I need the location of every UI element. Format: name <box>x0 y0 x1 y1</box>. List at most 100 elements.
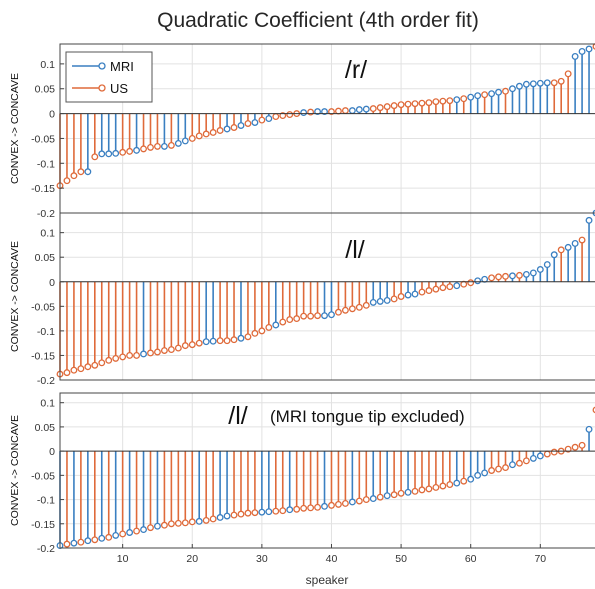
stem-marker-40 <box>328 501 335 509</box>
stem-marker-77 <box>585 45 593 53</box>
stem-marker-65 <box>502 464 509 472</box>
stem-marker-62 <box>481 91 489 99</box>
stem-marker-51 <box>404 100 412 108</box>
stem-marker-65 <box>502 87 509 95</box>
stem-marker-26 <box>230 336 238 344</box>
stem-marker-27 <box>237 334 245 342</box>
stem-marker-71 <box>543 261 551 269</box>
stem-marker-2 <box>63 177 71 185</box>
panels-group: 0.1 0.05 0 -0.05 -0.1 -0.15 -0.2 CONVEX -> CONC… <box>9 43 595 565</box>
stem-marker-7 <box>98 534 106 542</box>
stem-marker-43 <box>348 305 356 313</box>
x-axis-label: speaker <box>306 573 349 587</box>
y-tick-label: 0 <box>49 109 55 121</box>
stem-marker-20 <box>188 134 196 142</box>
x-tick-label: 30 <box>256 553 268 565</box>
plot-frame <box>59 392 595 549</box>
stem-marker-52 <box>411 290 419 298</box>
y-tick-label: -0.05 <box>31 301 55 313</box>
stem-marker-41 <box>334 500 342 508</box>
stem-marker-11 <box>126 529 134 536</box>
panel-note: (MRI tongue tip excluded) <box>270 407 465 426</box>
stem-marker-8 <box>105 356 113 364</box>
stem-marker-73 <box>557 246 565 254</box>
stem-marker-67 <box>515 459 523 467</box>
stem-marker-12 <box>133 351 141 359</box>
stem-marker-27 <box>237 122 245 129</box>
y-tick-label: 0 <box>49 277 55 289</box>
stem-marker-52 <box>411 487 419 495</box>
stem-marker-43 <box>348 107 356 115</box>
stem-marker-47 <box>376 297 384 305</box>
stem-marker-73 <box>557 77 565 85</box>
stem-marker-72 <box>550 251 558 259</box>
stem-marker-61 <box>474 277 482 285</box>
legend: MRI US <box>65 51 153 103</box>
plot-frame <box>59 212 595 381</box>
stem-marker-74 <box>564 70 572 78</box>
stem-marker-68 <box>522 80 530 88</box>
legend-marker <box>98 62 106 70</box>
stem-marker-44 <box>355 497 363 505</box>
stem-marker-58 <box>453 282 461 290</box>
stem-marker-13 <box>140 526 147 534</box>
stem-marker-4 <box>77 538 85 546</box>
y-tick-label: 0.1 <box>40 228 55 240</box>
stem-marker-60 <box>467 93 475 101</box>
y-tick-label: -0.15 <box>31 350 55 362</box>
stem-marker-3 <box>70 539 78 547</box>
stem-marker-35 <box>293 505 301 513</box>
stem-marker-54 <box>425 99 433 107</box>
y-axis-label: CONVEX -> CONCAVE <box>9 73 21 184</box>
stem-marker-33 <box>279 112 287 120</box>
stem-marker-45 <box>362 301 370 309</box>
stem-marker-55 <box>432 285 440 293</box>
stem-marker-77 <box>585 425 593 433</box>
stem-marker-75 <box>571 443 579 451</box>
stem-marker-29 <box>251 119 259 126</box>
stem-marker-15 <box>154 142 161 150</box>
stem-marker-47 <box>376 493 384 501</box>
stem-marker-44 <box>355 303 363 311</box>
stem-marker-33 <box>279 507 287 515</box>
stem-marker-59 <box>460 477 468 485</box>
stem-marker-11 <box>126 351 134 359</box>
stem-marker-9 <box>112 354 120 362</box>
stem-marker-22 <box>202 516 210 524</box>
stem-marker-74 <box>564 445 572 453</box>
stem-marker-21 <box>195 517 203 525</box>
stem-marker-29 <box>251 329 259 337</box>
stem-marker-67 <box>515 271 523 279</box>
stem-marker-37 <box>307 312 315 320</box>
stem-marker-6 <box>91 361 99 369</box>
stem-marker-50 <box>397 101 405 109</box>
stem-marker-70 <box>536 79 544 87</box>
stem-marker-76 <box>578 441 586 449</box>
x-tick-label: 10 <box>117 553 129 565</box>
stem-marker-55 <box>432 98 440 106</box>
stem-marker-64 <box>495 465 502 473</box>
stem-marker-6 <box>91 153 99 161</box>
stem-marker-22 <box>202 338 210 346</box>
y-tick-label: 0.05 <box>35 84 56 96</box>
stem-marker-63 <box>488 467 496 474</box>
stem-marker-77 <box>585 216 593 224</box>
stem-marker-14 <box>147 143 154 151</box>
stem-marker-13 <box>140 145 147 153</box>
stem-marker-49 <box>390 295 398 303</box>
stem-marker-46 <box>369 105 377 113</box>
stem-marker-18 <box>174 519 182 527</box>
stem-marker-33 <box>279 318 287 326</box>
stem-marker-53 <box>418 288 426 296</box>
stem-marker-63 <box>488 274 496 282</box>
stem-marker-46 <box>369 298 377 306</box>
stem-marker-10 <box>119 148 127 156</box>
stem-marker-74 <box>564 243 572 251</box>
stem-marker-49 <box>390 102 398 110</box>
stem-marker-6 <box>91 536 99 544</box>
stem-marker-64 <box>495 88 502 96</box>
stem-marker-39 <box>321 108 328 116</box>
stem-marker-31 <box>265 508 273 516</box>
stem-marker-3 <box>70 172 78 180</box>
